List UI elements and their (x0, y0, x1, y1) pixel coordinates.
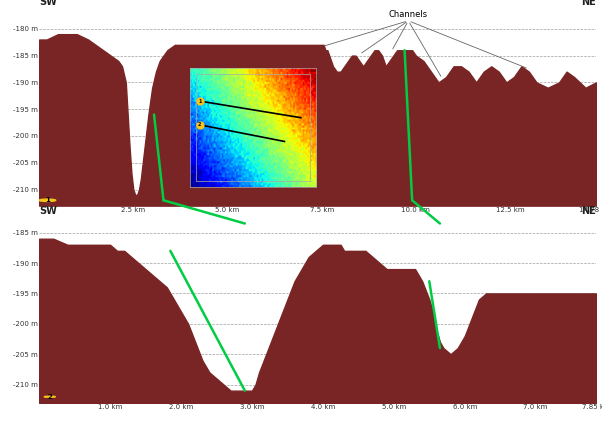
Text: Channels: Channels (389, 10, 428, 19)
Text: 2: 2 (198, 123, 202, 127)
Text: 1: 1 (45, 197, 50, 203)
Text: NE: NE (581, 206, 596, 216)
Text: NE: NE (581, 0, 596, 7)
Text: 1: 1 (198, 99, 202, 103)
Text: SW: SW (39, 206, 57, 216)
Text: 2: 2 (48, 394, 52, 400)
Text: SW: SW (39, 0, 57, 7)
Circle shape (39, 199, 56, 201)
Circle shape (44, 396, 55, 397)
